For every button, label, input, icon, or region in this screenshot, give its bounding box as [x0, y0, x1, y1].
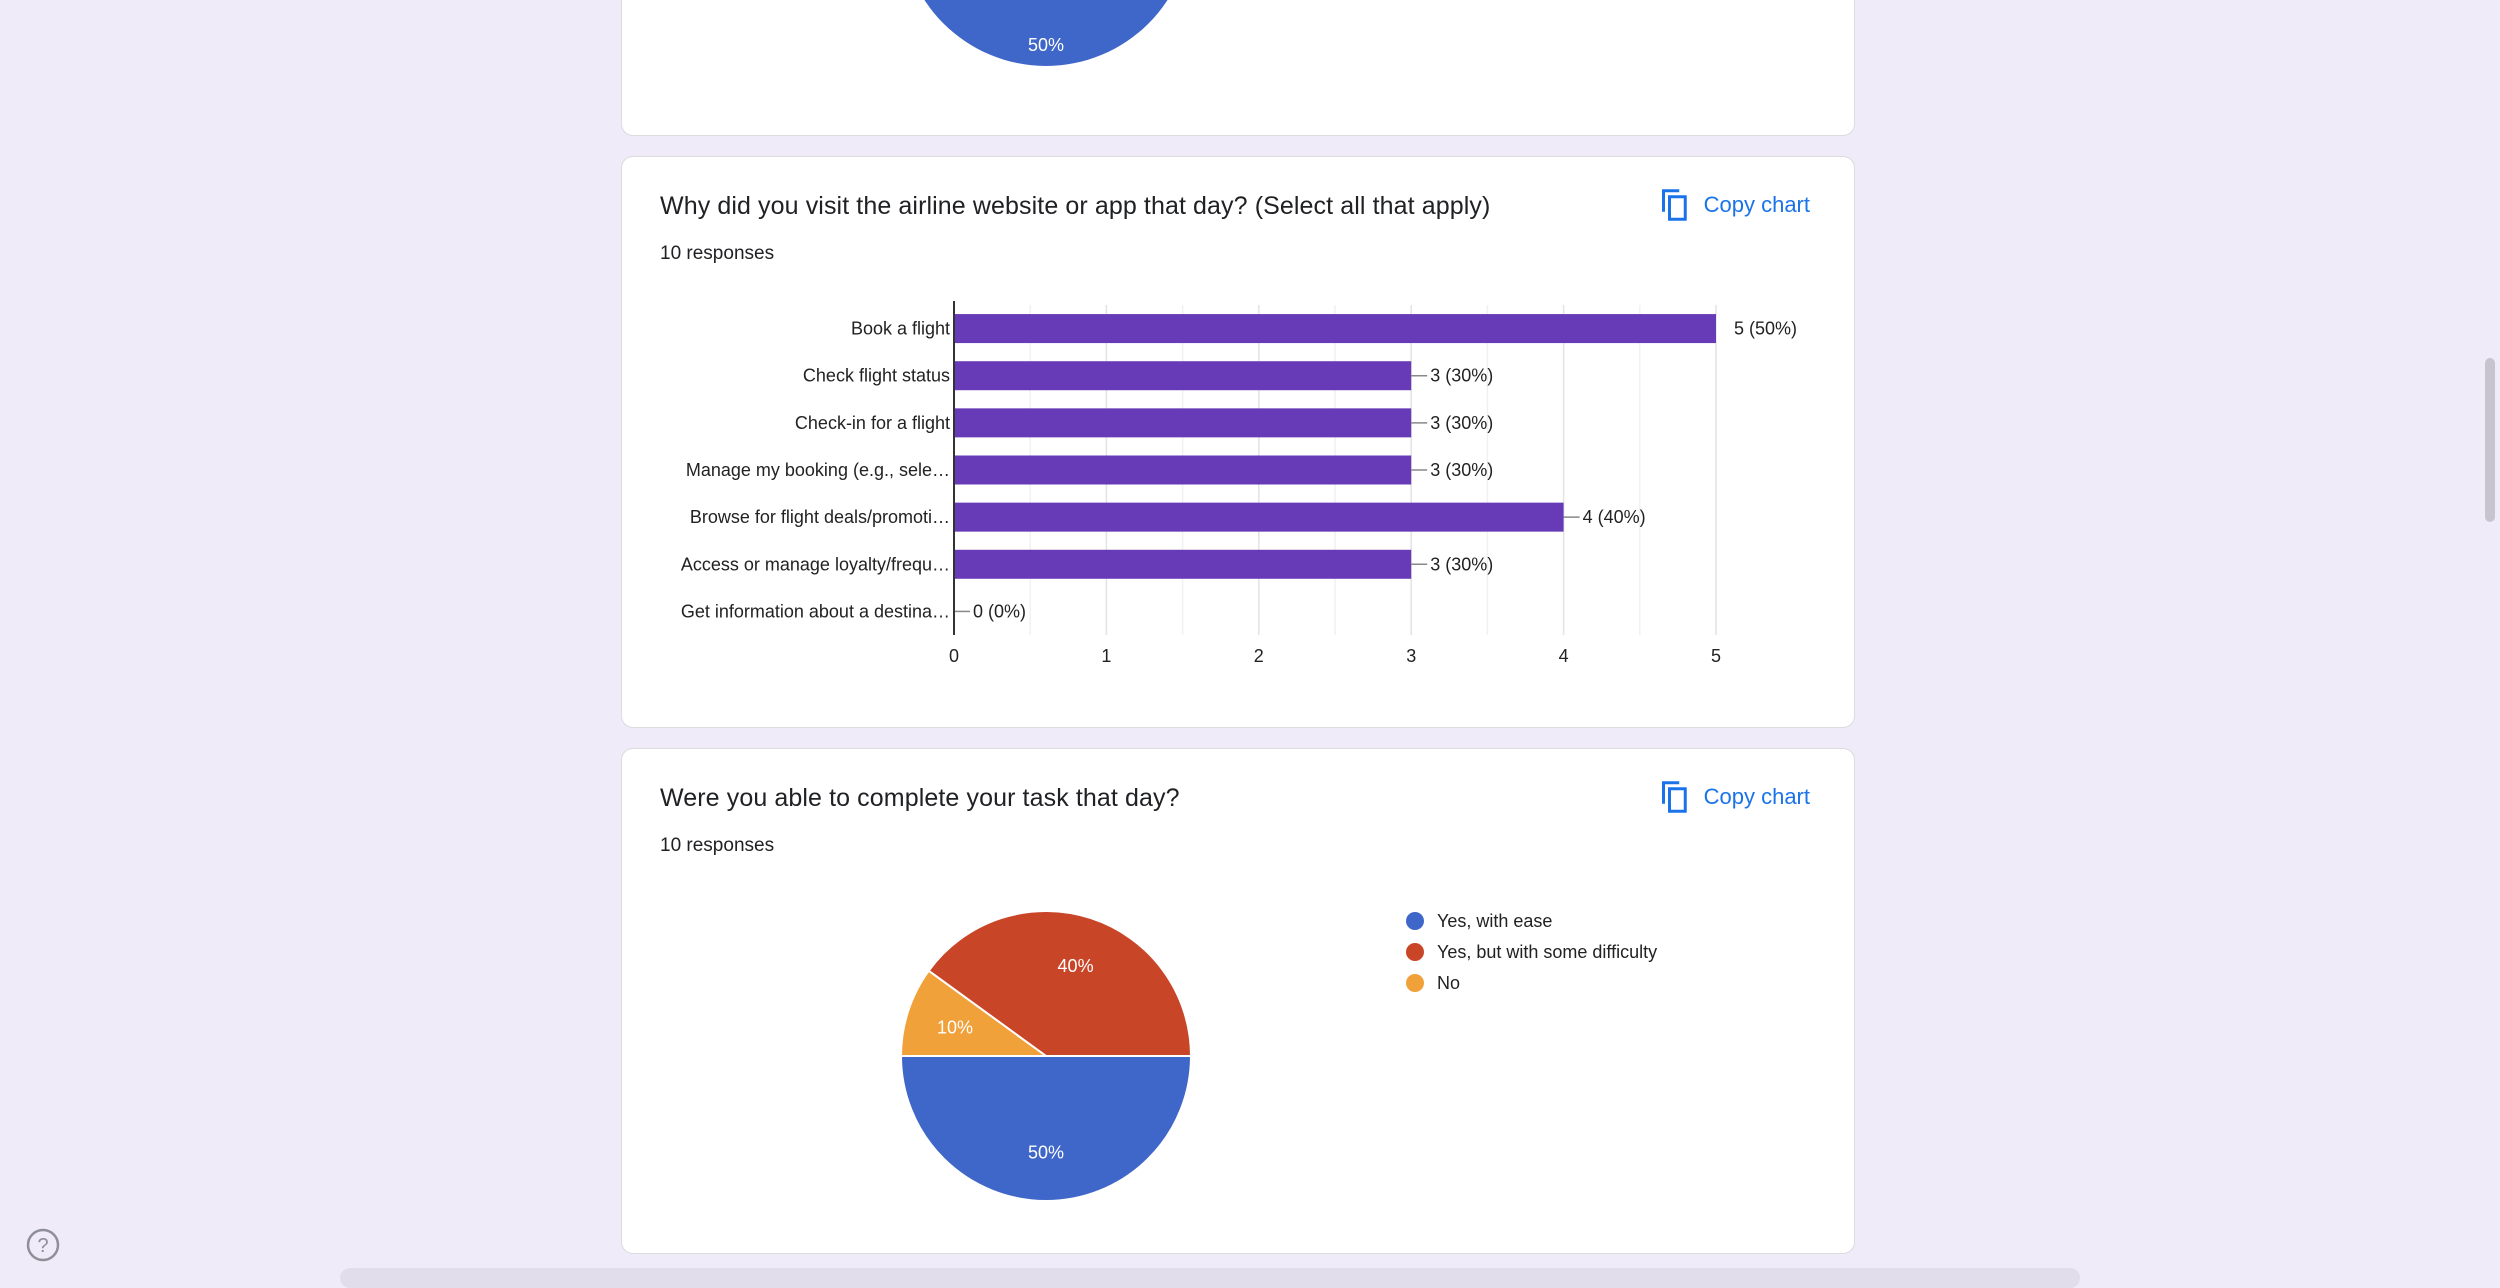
data-label: 5 (50%): [1734, 319, 1797, 339]
previous-question-card: 50%: [621, 0, 1855, 136]
copy-chart-label: Copy chart: [1703, 784, 1810, 809]
data-label: 4 (40%): [1583, 507, 1646, 527]
category-label: Check-in for a flight: [795, 413, 950, 433]
previous-pie-slice-label: 50%: [1028, 35, 1064, 55]
x-tick-label: 1: [1101, 646, 1111, 666]
bar: [954, 455, 1412, 485]
pie-slice: [899, 969, 1050, 1057]
category-label: Access or manage loyalty/frequ…: [681, 554, 950, 574]
svg-text:?: ?: [37, 1235, 48, 1257]
legend-swatch: [1406, 912, 1424, 930]
scrollbar-thumb[interactable]: [2485, 358, 2495, 522]
bottom-shadow: [340, 1268, 2080, 1288]
x-tick-label: 4: [1559, 646, 1569, 666]
pie-slice: [899, 1055, 1193, 1202]
pie-slice-label: 10%: [937, 1017, 973, 1037]
question-card-task-completion: Were you able to complete your task that…: [621, 748, 1855, 1254]
data-label: 3 (30%): [1430, 413, 1493, 433]
copy-icon: [1661, 189, 1687, 221]
x-tick-label: 3: [1406, 646, 1416, 666]
help-circle-icon: ?: [26, 1228, 60, 1262]
bar: [954, 361, 1412, 391]
previous-pie-chart: 50%: [924, 0, 1168, 66]
legend-label: No: [1437, 973, 1460, 993]
data-label: 0 (0%): [973, 601, 1026, 621]
bar: [954, 502, 1564, 532]
page-scrollbar[interactable]: [2480, 0, 2500, 1281]
copy-icon: [1661, 781, 1687, 813]
pie-slice: [927, 910, 1193, 1057]
pie-slice-label: 50%: [1028, 1143, 1064, 1163]
legend-label: Yes, with ease: [1437, 911, 1552, 931]
question-title: Were you able to complete your task that…: [660, 784, 1180, 812]
category-label: Manage my booking (e.g., sele…: [686, 460, 950, 480]
bar-chart: 0 1 2 3 4 5 Book a flight 5 (50%) Check flight s…: [681, 301, 1797, 666]
data-label: 3 (30%): [1430, 554, 1493, 574]
pie-chart: 50% 40% 10% Yes, with ease Yes, but with som…: [899, 910, 1657, 1202]
help-button[interactable]: ?: [26, 1228, 60, 1262]
x-tick-label: 5: [1711, 646, 1721, 666]
pie-slice-label: 40%: [1058, 956, 1094, 976]
response-count: 10 responses: [660, 243, 775, 264]
legend-swatch: [1406, 943, 1424, 961]
data-label: 3 (30%): [1430, 366, 1493, 386]
copy-chart-label: Copy chart: [1703, 192, 1810, 217]
bar: [954, 549, 1412, 579]
data-label: 3 (30%): [1430, 460, 1493, 480]
question-card-visit-reason: Why did you visit the airline website or…: [621, 156, 1855, 728]
previous-pie-slice-blue: [924, 0, 1168, 66]
category-label: Browse for flight deals/promoti…: [690, 507, 950, 527]
bar: [954, 408, 1412, 438]
copy-chart-button[interactable]: Copy chart: [1656, 779, 1810, 815]
category-label: Check flight status: [803, 366, 950, 386]
category-label: Get information about a destina…: [681, 601, 950, 621]
legend-label: Yes, but with some difficulty: [1437, 942, 1657, 962]
x-tick-label: 2: [1254, 646, 1264, 666]
legend-swatch: [1406, 974, 1424, 992]
x-tick-label: 0: [949, 646, 959, 666]
category-label: Book a flight: [851, 319, 950, 339]
response-count: 10 responses: [660, 835, 775, 856]
copy-chart-button[interactable]: Copy chart: [1656, 187, 1810, 223]
question-title: Why did you visit the airline website or…: [660, 192, 1491, 220]
bar: [954, 314, 1716, 344]
